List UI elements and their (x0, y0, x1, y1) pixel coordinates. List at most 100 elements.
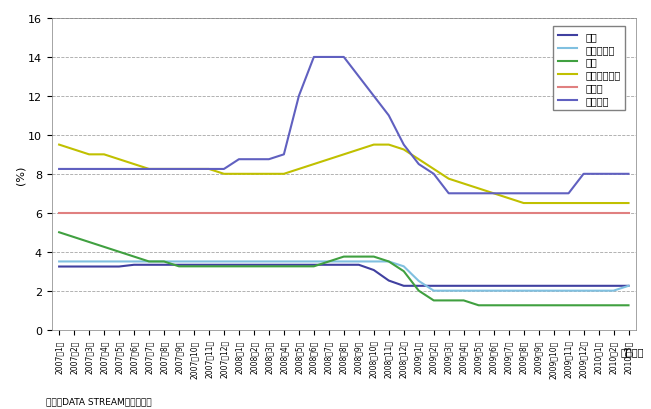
マレーシア (400, 264, 408, 269)
ベトナム (265, 157, 273, 162)
中国 (445, 284, 452, 289)
中国 (280, 263, 288, 267)
中国 (415, 284, 422, 289)
タイ (400, 269, 408, 274)
マレーシア (190, 259, 198, 264)
タイ (220, 264, 228, 269)
タイ (235, 264, 243, 269)
インド (460, 211, 467, 216)
マレーシア (100, 259, 108, 264)
ベトナム (415, 162, 422, 167)
タイ (325, 259, 333, 264)
マレーシア (385, 259, 393, 264)
インドネシア (85, 153, 93, 157)
中国 (55, 264, 63, 269)
ベトナム (280, 153, 288, 157)
タイ (340, 254, 348, 259)
インドネシア (460, 182, 467, 187)
インド (205, 211, 213, 216)
インドネシア (250, 172, 258, 177)
インドネシア (594, 201, 602, 206)
インドネシア (145, 167, 153, 172)
インドネシア (100, 153, 108, 157)
マレーシア (325, 259, 333, 264)
中国 (490, 284, 497, 289)
インドネシア (70, 148, 78, 153)
中国 (355, 263, 363, 267)
インドネシア (445, 177, 452, 182)
インドネシア (549, 201, 557, 206)
ベトナム (549, 191, 557, 196)
マレーシア (130, 259, 138, 264)
マレーシア (70, 259, 78, 264)
中国 (220, 263, 228, 267)
インド (370, 211, 378, 216)
インド (475, 211, 482, 216)
インドネシア (175, 167, 183, 172)
Y-axis label: (%): (%) (15, 165, 25, 184)
インドネシア (534, 201, 542, 206)
ベトナム (624, 172, 632, 177)
ベトナム (85, 167, 93, 172)
ベトナム (460, 191, 467, 196)
中国 (564, 284, 572, 289)
マレーシア (609, 288, 617, 293)
マレーシア (250, 259, 258, 264)
マレーシア (175, 259, 183, 264)
インド (415, 211, 422, 216)
インド (564, 211, 572, 216)
インド (624, 211, 632, 216)
中国 (370, 268, 378, 273)
インド (505, 211, 512, 216)
タイ (70, 235, 78, 240)
マレーシア (445, 288, 452, 293)
ベトナム (534, 191, 542, 196)
マレーシア (370, 259, 378, 264)
タイ (280, 264, 288, 269)
インド (190, 211, 198, 216)
マレーシア (85, 259, 93, 264)
Line: タイ: タイ (59, 233, 628, 306)
タイ (609, 303, 617, 308)
タイ (310, 264, 318, 269)
インドネシア (475, 187, 482, 191)
タイ (490, 303, 497, 308)
ベトナム (55, 167, 63, 172)
Line: マレーシア: マレーシア (59, 262, 628, 291)
インド (220, 211, 228, 216)
インドネシア (400, 148, 408, 153)
マレーシア (265, 259, 273, 264)
インド (340, 211, 348, 216)
中国 (235, 263, 243, 267)
中国 (385, 279, 393, 283)
マレーシア (55, 259, 63, 264)
インド (325, 211, 333, 216)
ベトナム (400, 143, 408, 148)
タイ (190, 264, 198, 269)
インド (549, 211, 557, 216)
ベトナム (355, 75, 363, 80)
中国 (624, 284, 632, 289)
タイ (519, 303, 527, 308)
インド (265, 211, 273, 216)
ベトナム (564, 191, 572, 196)
ベトナム (190, 167, 198, 172)
中国 (505, 284, 512, 289)
タイ (430, 298, 437, 303)
Text: （年月）: （年月） (621, 346, 644, 356)
中国 (310, 263, 318, 267)
ベトナム (385, 114, 393, 119)
インド (594, 211, 602, 216)
タイ (549, 303, 557, 308)
中国 (430, 284, 437, 289)
インド (490, 211, 497, 216)
インド (55, 211, 63, 216)
マレーシア (415, 279, 422, 284)
中国 (295, 263, 303, 267)
マレーシア (430, 288, 437, 293)
ベトナム (325, 55, 333, 60)
インドネシア (370, 143, 378, 148)
インドネシア (624, 201, 632, 206)
中国 (400, 284, 408, 289)
インド (534, 211, 542, 216)
